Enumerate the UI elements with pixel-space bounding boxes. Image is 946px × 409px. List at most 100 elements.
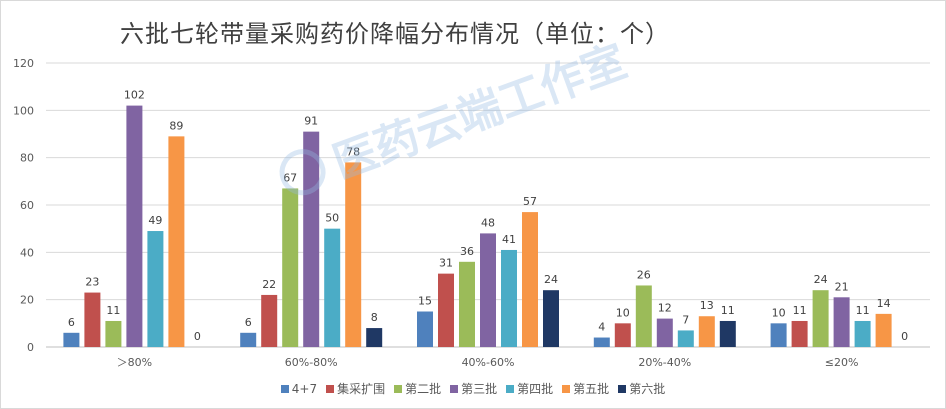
legend-label: 第四批 [517, 382, 554, 396]
data-label: 7 [682, 313, 689, 326]
data-label: 6 [245, 316, 252, 329]
legend-label: 第二批 [405, 382, 442, 396]
data-label: 49 [148, 214, 162, 227]
legend-item: 4+7 [280, 380, 318, 397]
bar [105, 320, 122, 347]
bar [614, 323, 631, 347]
legend-swatch [562, 384, 571, 393]
data-label: 102 [124, 89, 145, 102]
bar [854, 320, 871, 347]
data-label: 50 [325, 212, 339, 225]
legend-item: 第五批 [562, 380, 609, 397]
bar [875, 313, 892, 347]
bar [480, 233, 496, 347]
bar [63, 332, 80, 347]
legend-swatch [394, 384, 403, 393]
legend-label: 第六批 [629, 382, 666, 396]
bar [417, 311, 433, 347]
bar [543, 290, 559, 347]
legend-swatch [280, 384, 289, 393]
data-label: 41 [502, 233, 516, 246]
data-label: 57 [523, 195, 537, 208]
data-label: 10 [772, 306, 786, 319]
legend-swatch [450, 384, 459, 393]
bar [698, 316, 715, 347]
bar [303, 131, 320, 347]
legend-label: 集采扩围 [337, 382, 386, 396]
bar [791, 320, 808, 347]
legend-item: 集采扩围 [326, 380, 385, 397]
data-label: 26 [637, 268, 651, 281]
bar [501, 249, 517, 347]
bar [126, 105, 143, 347]
y-tick-label: 0 [27, 341, 34, 354]
y-tick-label: 40 [20, 246, 34, 259]
data-label: 12 [658, 302, 672, 315]
legend-label: 4+7 [291, 381, 318, 396]
bar [459, 261, 475, 347]
bar [812, 290, 829, 347]
chart-title: 六批七轮带量采购药价降幅分布情况（单位：个） [120, 20, 670, 48]
bar [261, 294, 278, 347]
bar [770, 323, 787, 347]
data-label: 13 [700, 299, 714, 312]
legend: 4+7 集采扩围 第二批 第三批 第四批 第五批 第六批 [0, 380, 946, 397]
bar [593, 337, 610, 347]
bar [240, 332, 257, 347]
x-tick-label: 20%-40% [638, 356, 691, 369]
legend-swatch [506, 384, 515, 393]
data-label: 0 [901, 330, 908, 343]
y-tick-label: 100 [13, 104, 34, 117]
x-tick-label: ≤20% [825, 356, 859, 369]
x-tick-label: 60%-80% [285, 356, 338, 369]
bar [168, 136, 185, 347]
y-tick-label: 60 [20, 199, 34, 212]
data-label: 6 [68, 316, 75, 329]
bar [656, 318, 673, 347]
data-label: 24 [544, 273, 558, 286]
bar [438, 273, 454, 347]
data-label: 0 [194, 330, 201, 343]
y-tick-label: 80 [20, 152, 34, 165]
bar [677, 330, 694, 347]
bar [522, 212, 538, 347]
legend-item: 第四批 [506, 380, 553, 397]
data-label: 24 [814, 273, 828, 286]
bar [282, 188, 299, 347]
legend-label: 第三批 [461, 382, 498, 396]
data-label: 67 [283, 171, 297, 184]
x-tick-label: ＞80% [117, 356, 152, 369]
data-label: 23 [85, 276, 99, 289]
data-label: 21 [835, 280, 849, 293]
legend-swatch [618, 384, 627, 393]
legend-swatch [326, 384, 335, 393]
data-label: 11 [721, 304, 735, 317]
bar [84, 292, 101, 347]
data-label: 22 [262, 278, 276, 291]
bar [324, 228, 341, 347]
data-label: 91 [304, 115, 318, 128]
y-tick-label: 20 [20, 294, 34, 307]
legend-item: 第二批 [394, 380, 441, 397]
x-tick-label: 40%-60% [462, 356, 515, 369]
legend-item: 第六批 [618, 380, 665, 397]
data-label: 10 [616, 306, 630, 319]
data-label: 89 [169, 119, 183, 132]
data-label: 78 [346, 145, 360, 158]
bar [345, 162, 362, 347]
bar [833, 297, 850, 347]
legend-item: 第三批 [450, 380, 497, 397]
data-label: 14 [877, 297, 891, 310]
data-label: 11 [106, 304, 120, 317]
bar [147, 231, 164, 347]
bar [366, 328, 383, 347]
data-label: 11 [793, 304, 807, 317]
data-label: 36 [460, 245, 474, 258]
data-label: 31 [439, 257, 453, 270]
data-label: 15 [418, 295, 432, 308]
data-label: 8 [371, 311, 378, 324]
y-tick-label: 120 [13, 57, 34, 70]
legend-label: 第五批 [573, 382, 610, 396]
bar [635, 285, 652, 347]
